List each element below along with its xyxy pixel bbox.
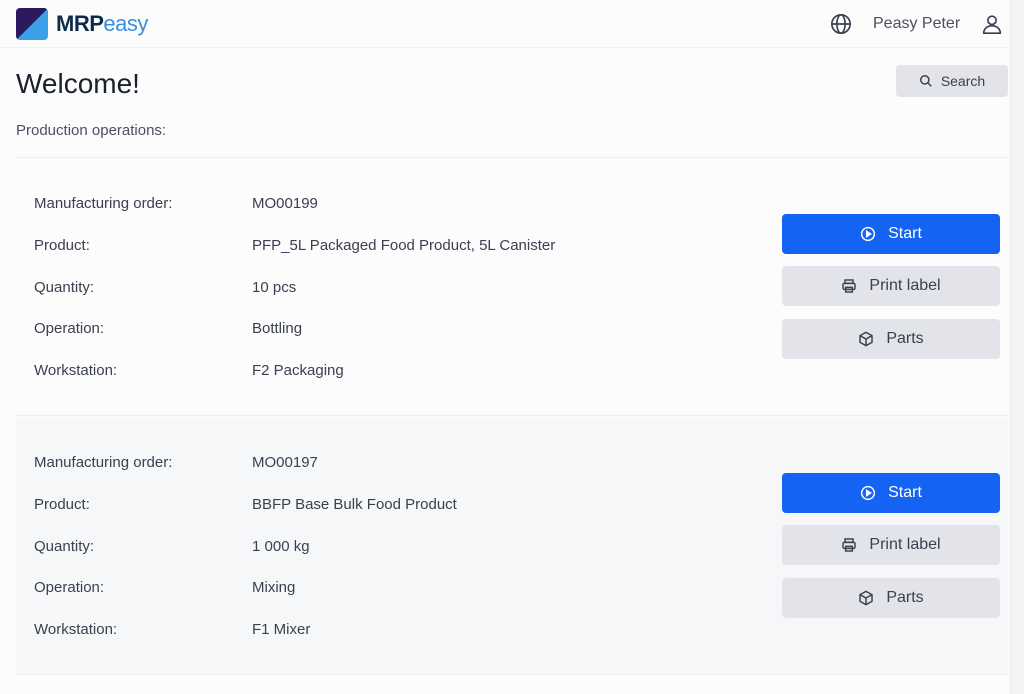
top-bar: MRPeasy Peasy Peter: [0, 0, 1010, 48]
section-subtitle: Production operations:: [16, 122, 167, 139]
play-circle-icon: [861, 485, 876, 501]
start-button[interactable]: Start: [782, 214, 1000, 254]
quantity-label: Quantity:: [34, 538, 95, 555]
workstation-value: F2 Packaging: [252, 362, 344, 379]
quantity-value: 1 000 kg: [252, 538, 310, 555]
quantity-label: Quantity:: [34, 279, 95, 296]
print-label-button[interactable]: Print label: [782, 525, 1000, 565]
operation-value: Bottling: [252, 320, 303, 337]
product-value: PFP_5L Packaged Food Product, 5L Caniste…: [252, 237, 556, 254]
logo[interactable]: MRPeasy: [16, 8, 148, 40]
mo-value: MO00197: [252, 454, 318, 471]
workstation-label: Workstation:: [34, 362, 118, 379]
search-label: Search: [940, 73, 986, 89]
globe-icon[interactable]: [830, 13, 852, 35]
logo-text-light: easy: [103, 11, 148, 36]
scrollbar[interactable]: [1010, 0, 1024, 694]
product-label: Product:: [34, 496, 90, 513]
search-button[interactable]: Search: [896, 65, 1008, 97]
start-label: Start: [888, 225, 922, 242]
operation-card: Manufacturing order: MO00199 Product: PFP_…: [16, 158, 1008, 416]
parts-label: Parts: [886, 589, 924, 606]
mo-label: Manufacturing order:: [34, 454, 173, 471]
print-label: Print label: [869, 277, 941, 294]
user-name[interactable]: Peasy Peter: [873, 15, 961, 32]
product-value: BBFP Base Bulk Food Product: [252, 496, 457, 513]
printer-icon: [842, 279, 857, 293]
parts-button[interactable]: Parts: [782, 578, 1000, 618]
operation-value: Mixing: [252, 579, 296, 596]
user-icon[interactable]: [981, 13, 1003, 35]
cube-icon: [859, 331, 874, 347]
mo-label: Manufacturing order:: [34, 195, 173, 212]
workstation-value: F1 Mixer: [252, 621, 311, 638]
operation-label: Operation:: [34, 579, 105, 596]
search-icon: [919, 75, 932, 87]
operation-card: Manufacturing order: MO00197 Product: BBFP…: [16, 417, 1008, 675]
print-label: Print label: [869, 536, 941, 553]
page-title: Welcome!: [16, 68, 140, 99]
play-circle-icon: [861, 226, 876, 242]
cube-icon: [859, 590, 874, 606]
parts-button[interactable]: Parts: [782, 319, 1000, 359]
parts-label: Parts: [886, 330, 924, 347]
start-button[interactable]: Start: [782, 473, 1000, 513]
print-label-button[interactable]: Print label: [782, 266, 1000, 306]
logo-mark: [16, 8, 48, 40]
logo-text-bold: MRP: [56, 11, 104, 36]
product-label: Product:: [34, 237, 90, 254]
workstation-label: Workstation:: [34, 621, 118, 638]
operation-label: Operation:: [34, 320, 105, 337]
quantity-value: 10 pcs: [252, 279, 297, 296]
start-label: Start: [888, 484, 922, 501]
divider: [16, 157, 1008, 158]
mo-value: MO00199: [252, 195, 318, 212]
printer-icon: [842, 538, 857, 552]
